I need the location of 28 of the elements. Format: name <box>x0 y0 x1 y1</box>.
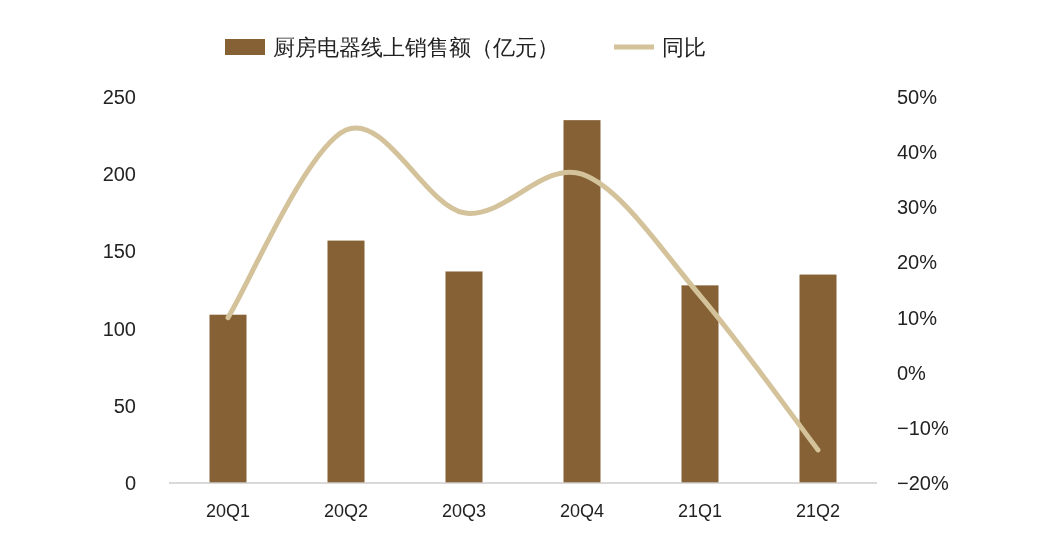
x-tick-label: 20Q2 <box>323 501 369 521</box>
y-tick-label: 250 <box>102 86 136 108</box>
x-tick-label: 21Q1 <box>677 501 723 521</box>
legend-label: 同比 <box>662 35 706 60</box>
x-tick-label: 21Q2 <box>795 501 841 521</box>
y2-tick-label: 0% <box>897 361 927 384</box>
bar <box>681 285 719 483</box>
bar <box>327 240 365 483</box>
y-tick-label: 100 <box>102 317 136 340</box>
y2-tick-label: 40% <box>897 141 938 164</box>
x-tick-label: 20Q1 <box>205 501 251 521</box>
y2-tick-label: 20% <box>897 251 938 274</box>
y2-tick-label: −10% <box>897 416 949 439</box>
x-tick-label: 20Q3 <box>441 501 487 521</box>
y-tick-label: 150 <box>102 240 136 263</box>
legend-label: 厨房电器线上销售额（亿元） <box>273 35 559 60</box>
bar <box>563 120 601 483</box>
y-tick-label: 200 <box>102 163 136 186</box>
bar <box>445 271 483 483</box>
y2-tick-label: 10% <box>897 306 938 329</box>
x-tick-label: 20Q4 <box>559 501 605 521</box>
y-tick-label: 0 <box>124 472 136 494</box>
y2-tick-label: 30% <box>897 196 938 219</box>
bar <box>209 314 247 483</box>
y2-tick-label: 50% <box>897 86 938 108</box>
y-tick-label: 50 <box>113 394 136 417</box>
bar <box>799 274 837 483</box>
y2-tick-label: −20% <box>897 472 949 494</box>
